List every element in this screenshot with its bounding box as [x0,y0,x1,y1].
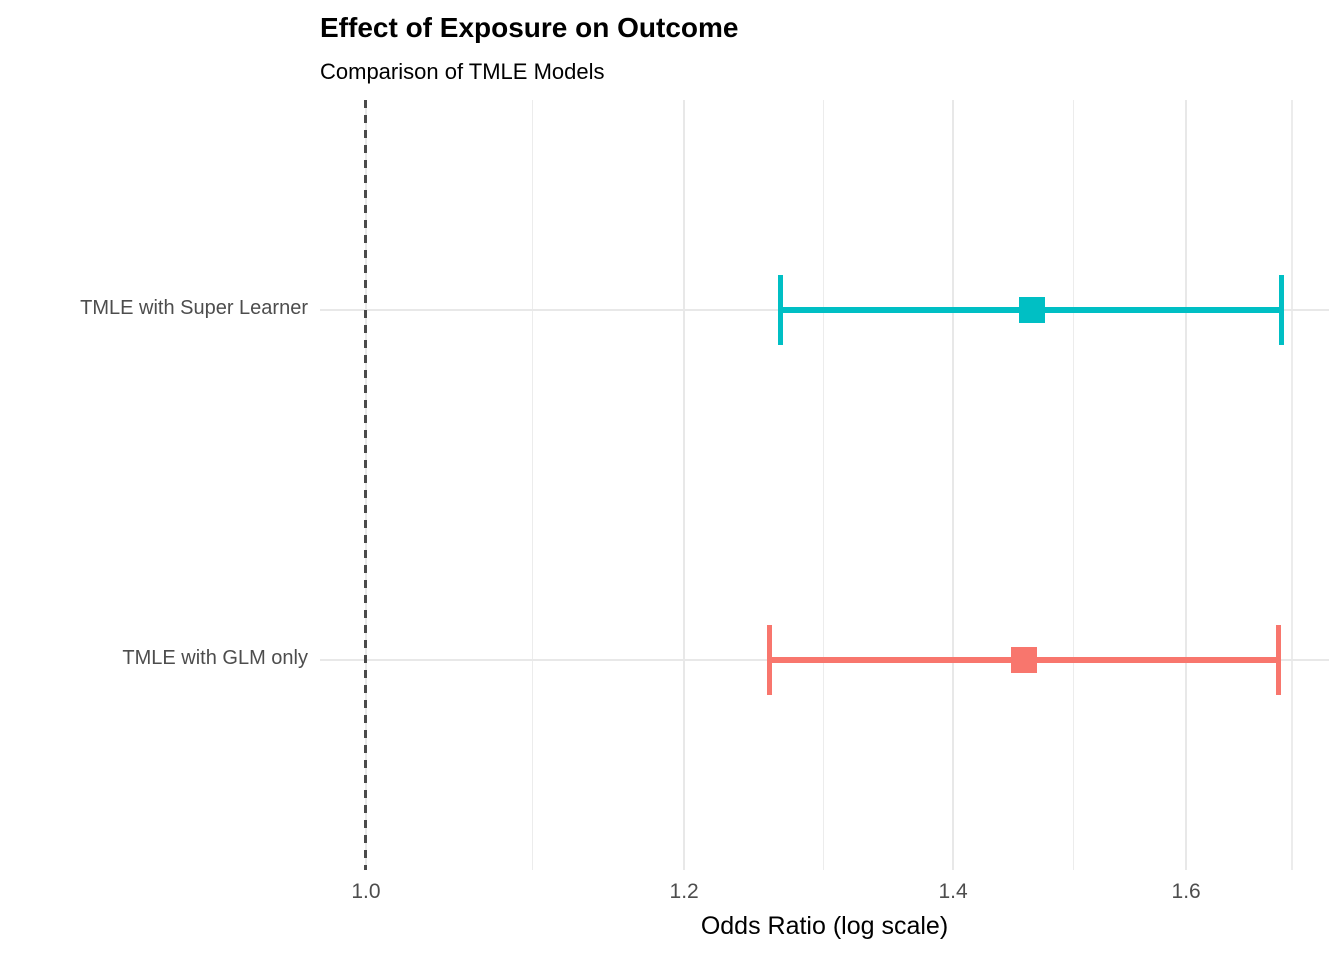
chart-subtitle: Comparison of TMLE Models [320,59,605,84]
x-tick-label: 1.6 [1171,880,1201,903]
errorbar-cap-high [1279,275,1285,345]
y-category-label: TMLE with Super Learner [80,297,308,319]
gridline-vertical-minor [1072,100,1075,870]
errorbar-cap-low [766,625,772,695]
x-tick-label: 1.4 [938,880,968,903]
gridline-vertical-minor [823,100,825,870]
x-tick-label: 1.2 [669,880,699,903]
plot-panel [320,100,1329,870]
errorbar-cap-high [1276,625,1282,695]
gridline-vertical-minor [1291,100,1293,870]
point-estimate-marker [1019,297,1046,323]
errorbar-cap-low [777,275,783,345]
reference-line [364,100,368,870]
gridline-vertical-major [1185,100,1188,870]
x-axis-title: Odds Ratio (log scale) [700,912,949,940]
gridline-vertical-major [683,100,686,870]
y-category-label: TMLE with GLM only [122,647,308,669]
point-estimate-marker [1010,647,1037,673]
chart-title: Effect of Exposure on Outcome [320,12,739,43]
x-tick-label: 1.0 [351,880,381,903]
gridline-vertical-major [952,100,955,870]
gridline-vertical-minor [531,100,533,870]
